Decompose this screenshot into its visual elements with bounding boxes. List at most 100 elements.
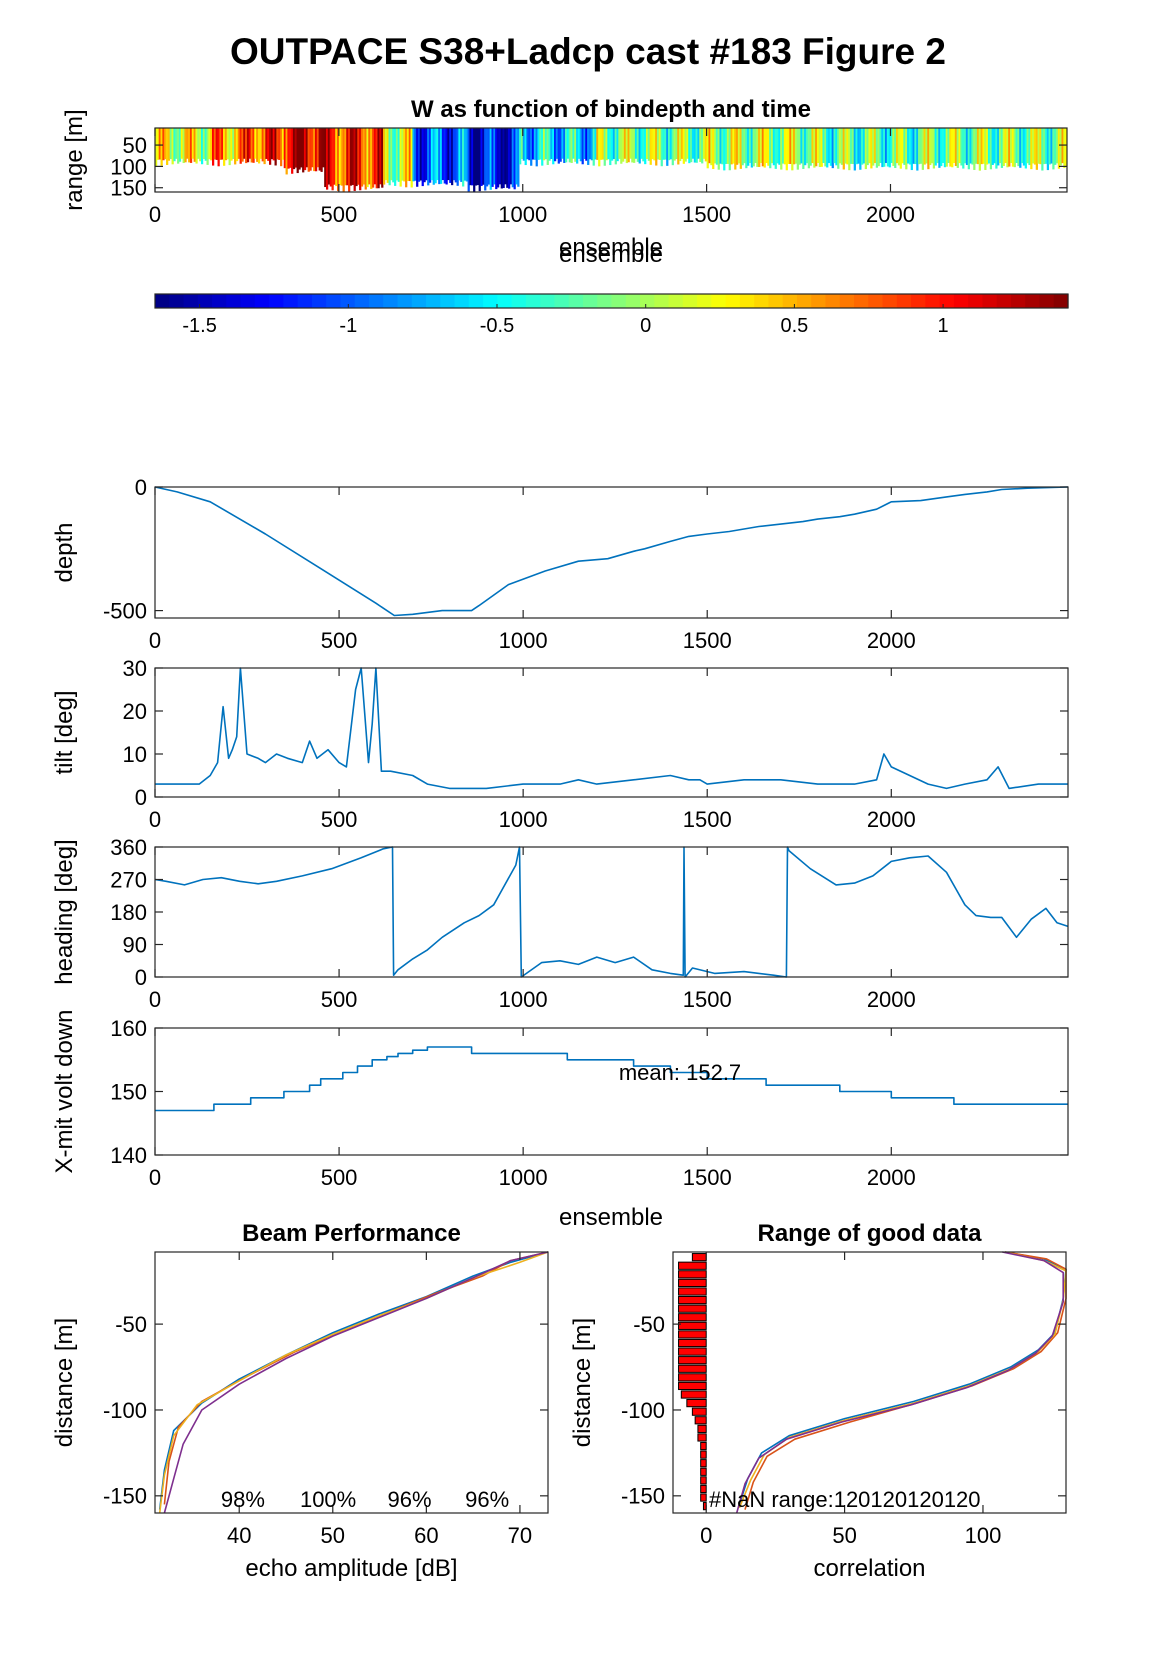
heatmap-cell bbox=[811, 128, 814, 164]
heatmap-cell bbox=[588, 128, 592, 160]
axes-frame bbox=[154, 1251, 549, 1514]
nan-range-bar bbox=[700, 1450, 707, 1459]
heatmap-cell bbox=[1037, 128, 1040, 164]
heatmap-cell bbox=[246, 128, 250, 163]
beam-percent-label: 96% bbox=[465, 1487, 509, 1512]
heatmap-cell bbox=[318, 128, 321, 171]
heatmap-cell bbox=[1033, 128, 1037, 165]
heatmap-cell bbox=[609, 128, 612, 166]
heatmap-cell bbox=[726, 128, 730, 164]
heatmap-cell bbox=[544, 128, 548, 160]
heatmap-cell bbox=[353, 128, 356, 191]
heatmap-cell bbox=[625, 128, 628, 164]
colorbar-swatch bbox=[796, 294, 812, 308]
heatmap-cell bbox=[794, 128, 798, 164]
heatmap-cell bbox=[919, 128, 923, 164]
heatmap-cell bbox=[368, 128, 371, 185]
nan-range-bar bbox=[700, 1484, 707, 1494]
y-tick-label: -50 bbox=[115, 1312, 147, 1337]
x-axis-label: ensemble bbox=[559, 1204, 663, 1231]
heatmap-cell bbox=[421, 128, 424, 187]
heatmap-cell bbox=[881, 128, 884, 168]
nan-range-bar bbox=[678, 1364, 707, 1373]
heatmap-cell bbox=[524, 128, 527, 166]
nan-range-bar bbox=[678, 1381, 707, 1391]
heatmap-cell bbox=[890, 128, 893, 164]
x-tick-label: 50 bbox=[321, 1523, 345, 1548]
heading-series-line bbox=[154, 846, 1069, 978]
heatmap-cell bbox=[484, 128, 487, 191]
nan-range-bar bbox=[694, 1416, 707, 1425]
heatmap-cell bbox=[256, 128, 259, 162]
heatmap-cell bbox=[864, 128, 867, 170]
colorbar-swatch bbox=[511, 294, 527, 308]
heatmap-cell bbox=[967, 128, 970, 170]
heatmap-cell bbox=[785, 128, 788, 171]
y-tick-label: 140 bbox=[110, 1143, 147, 1168]
heatmap-cell bbox=[850, 128, 853, 164]
colorbar-swatch bbox=[925, 294, 941, 308]
x-axis-label: ensemble bbox=[559, 234, 663, 261]
heatmap-cell bbox=[1030, 128, 1033, 170]
colorbar-swatch bbox=[811, 294, 827, 308]
heatmap-cell bbox=[916, 128, 919, 171]
colorbar-swatch bbox=[540, 294, 556, 308]
axes-frame bbox=[154, 846, 1069, 978]
heatmap-cell bbox=[835, 128, 838, 166]
heatmap-cell bbox=[693, 128, 696, 163]
heatmap-cell bbox=[351, 128, 354, 185]
x-tick-label: 1500 bbox=[683, 1165, 732, 1190]
colorbar-swatch bbox=[697, 294, 712, 308]
heatmap-cell bbox=[414, 128, 417, 181]
heatmap-cell bbox=[818, 128, 822, 168]
heatmap-cell bbox=[451, 128, 454, 186]
heatmap-cell bbox=[655, 128, 658, 166]
heatmap-cell bbox=[594, 128, 597, 160]
heatmap-cell bbox=[259, 128, 263, 159]
heatmap-cell bbox=[618, 128, 621, 159]
colorbar-swatch bbox=[525, 294, 541, 308]
heatmap-cell bbox=[280, 128, 283, 167]
heatmap-cell bbox=[730, 128, 733, 165]
x-tick-label: 2000 bbox=[867, 807, 916, 832]
heatmap-cell bbox=[713, 128, 717, 164]
heatmap-cell bbox=[458, 128, 461, 181]
heatmap-cell bbox=[239, 128, 242, 164]
heatmap-cell bbox=[309, 128, 312, 171]
heatmap-cell bbox=[469, 128, 472, 186]
y-axis-label: heading [deg] bbox=[51, 839, 78, 984]
colorbar-swatch bbox=[283, 294, 299, 308]
heatmap-cell bbox=[307, 128, 310, 172]
heatmap-cell bbox=[770, 128, 774, 164]
heatmap-cell bbox=[1002, 128, 1005, 166]
heatmap-cell bbox=[978, 128, 981, 171]
heatmap-cell bbox=[566, 128, 570, 159]
colorbar-swatch bbox=[968, 294, 984, 308]
heatmap-cell bbox=[649, 128, 652, 165]
heatmap-cell bbox=[987, 128, 991, 164]
colorbar-swatch bbox=[554, 294, 570, 308]
heatmap-cell bbox=[471, 128, 474, 186]
heatmap-cell bbox=[866, 128, 869, 166]
heatmap-cell bbox=[616, 128, 619, 162]
heatmap-cell bbox=[925, 128, 928, 164]
heatmap-cell bbox=[945, 128, 948, 167]
heatmap-cell bbox=[827, 128, 831, 164]
heatmap-cell bbox=[467, 128, 470, 192]
colorbar-tick-label: -1 bbox=[339, 315, 357, 337]
heatmap-cell bbox=[605, 128, 608, 161]
colorbar-tick-label: -1.5 bbox=[182, 315, 216, 337]
heatmap-cell bbox=[965, 128, 969, 165]
heatmap-cell bbox=[791, 128, 794, 171]
colorbar-swatch bbox=[611, 294, 627, 308]
heatmap-cell bbox=[831, 128, 834, 169]
y-tick-label: 150 bbox=[110, 1079, 147, 1104]
x-tick-label: 0 bbox=[149, 987, 161, 1012]
heatmap-cell bbox=[947, 128, 950, 163]
heatmap-cell bbox=[296, 128, 299, 174]
heatmap-cell bbox=[497, 128, 500, 188]
depth-series-line bbox=[154, 486, 1069, 617]
heatmap-cell bbox=[894, 128, 897, 169]
heatmap-cell bbox=[574, 128, 577, 162]
